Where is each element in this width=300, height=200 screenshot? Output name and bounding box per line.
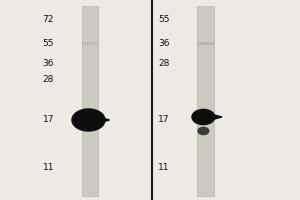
Text: 11: 11 [43,164,54,172]
Text: 28: 28 [158,60,169,68]
Bar [82,42,98,45]
Polygon shape [212,114,222,120]
Polygon shape [98,116,110,123]
Text: 17: 17 [158,116,169,124]
Circle shape [72,109,105,131]
Text: 36: 36 [158,40,169,48]
Text: 36: 36 [43,60,54,68]
Bar [197,42,214,45]
Circle shape [198,127,209,135]
Text: 28: 28 [43,75,54,84]
Text: 55: 55 [158,16,169,24]
Bar [197,6,214,196]
Text: 17: 17 [43,116,54,124]
Circle shape [192,109,215,125]
Text: 55: 55 [43,40,54,48]
Text: 72: 72 [43,16,54,24]
Bar [82,6,98,196]
Text: 11: 11 [158,164,169,172]
